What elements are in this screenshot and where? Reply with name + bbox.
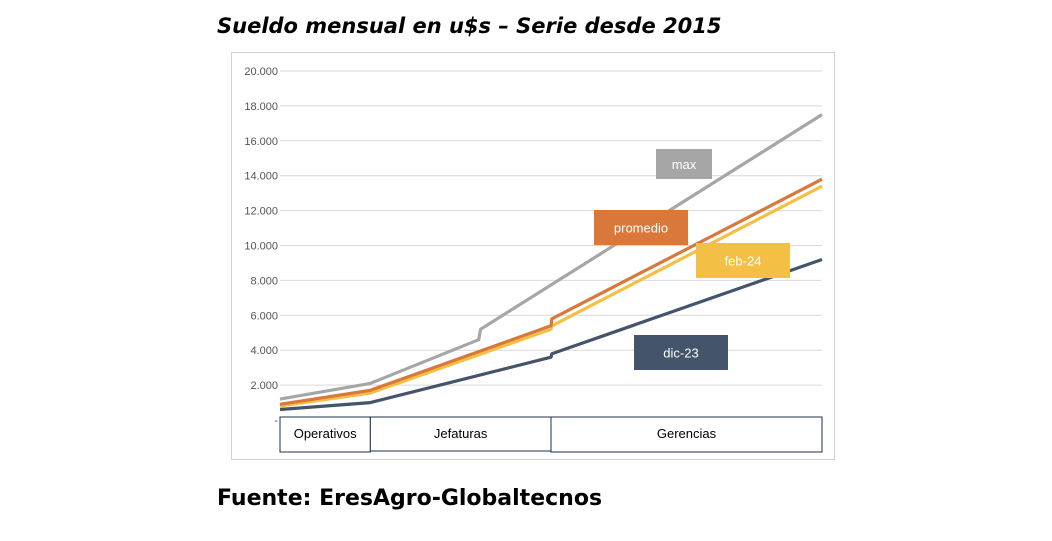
series-label: max <box>672 157 697 172</box>
y-tick-label: 8.000 <box>250 275 278 287</box>
source-note: Fuente: EresAgro-Globaltecnos <box>217 486 603 511</box>
series-line-promedio <box>279 177 823 406</box>
y-tick-label: 18.000 <box>244 101 278 113</box>
category-cell <box>550 416 823 453</box>
series-label-box <box>696 243 790 278</box>
category-label: Jefaturas <box>434 426 488 441</box>
series-label: feb-24 <box>725 254 762 269</box>
y-tick-label: 10.000 <box>244 241 278 253</box>
y-tick-label: 14.000 <box>244 171 278 183</box>
series-label-box <box>594 210 688 245</box>
y-tick-label: 20.000 <box>244 66 278 78</box>
series-label: promedio <box>614 221 668 236</box>
y-tick-label: 16.000 <box>244 136 278 148</box>
y-tick-label: 6.000 <box>250 310 278 322</box>
y-tick-label: 4.000 <box>250 345 278 357</box>
series-line-dic-23 <box>279 257 823 412</box>
series-lines <box>279 113 823 412</box>
chart-title: Sueldo mensual en u$s – Serie desde 2015 <box>217 14 722 38</box>
y-tick-label: 12.000 <box>244 206 278 218</box>
y-axis-ticks: - 2.000 4.000 6.000 8.000 10.000 12.000 14.000 1… <box>244 66 278 427</box>
category-label: Gerencias <box>657 426 717 441</box>
category-table: Operativos Jefaturas Gerencias <box>279 416 823 453</box>
series-line-max <box>279 113 823 401</box>
y-tick-label: - <box>274 415 278 427</box>
y-tick-label: 2.000 <box>250 380 278 392</box>
series-labels: max promedio feb-24 dic-23 <box>594 149 790 370</box>
gridlines <box>280 70 822 386</box>
category-label: Operativos <box>294 426 357 441</box>
chart-frame: - 2.000 4.000 6.000 8.000 10.000 12.000 14.000 1… <box>231 52 835 460</box>
series-label-box <box>634 335 728 370</box>
line-chart: - 2.000 4.000 6.000 8.000 10.000 12.000 14.000 1… <box>244 66 823 453</box>
series-line-feb-24 <box>279 184 823 408</box>
series-label-box <box>656 149 712 179</box>
series-label: dic-23 <box>663 346 698 361</box>
